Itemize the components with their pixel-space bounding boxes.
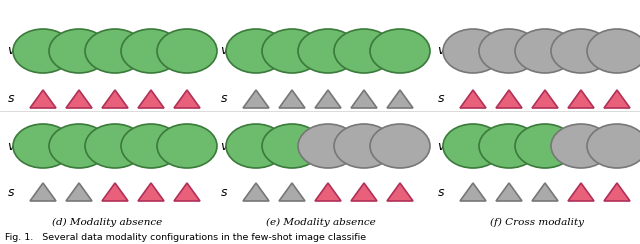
Polygon shape xyxy=(315,90,341,108)
Ellipse shape xyxy=(49,29,109,73)
Text: $v$: $v$ xyxy=(7,44,17,58)
Text: $s$: $s$ xyxy=(7,92,15,105)
Ellipse shape xyxy=(334,124,394,168)
Polygon shape xyxy=(351,183,377,201)
Polygon shape xyxy=(460,183,486,201)
Ellipse shape xyxy=(443,124,503,168)
Polygon shape xyxy=(532,90,558,108)
Polygon shape xyxy=(138,90,164,108)
Text: Fig. 1.   Several data modality configurations in the few-shot image classifie: Fig. 1. Several data modality configurat… xyxy=(5,234,366,243)
Ellipse shape xyxy=(13,29,73,73)
Ellipse shape xyxy=(370,124,430,168)
Ellipse shape xyxy=(49,124,109,168)
Polygon shape xyxy=(604,183,630,201)
Text: $s$: $s$ xyxy=(437,185,445,199)
Text: (b) Single modality: (b) Single modality xyxy=(271,127,371,137)
Ellipse shape xyxy=(262,124,322,168)
Text: (e) Modality absence: (e) Modality absence xyxy=(266,217,376,227)
Text: $s$: $s$ xyxy=(220,92,228,105)
Ellipse shape xyxy=(515,124,575,168)
Ellipse shape xyxy=(334,29,394,73)
Text: $v$: $v$ xyxy=(220,140,230,152)
Ellipse shape xyxy=(85,29,145,73)
Ellipse shape xyxy=(226,124,286,168)
Polygon shape xyxy=(387,183,413,201)
Text: $v$: $v$ xyxy=(437,44,447,58)
Text: $s$: $s$ xyxy=(437,92,445,105)
Ellipse shape xyxy=(370,29,430,73)
Polygon shape xyxy=(174,90,200,108)
Text: (c) Single modality: (c) Single modality xyxy=(488,127,587,137)
Ellipse shape xyxy=(85,124,145,168)
Text: $v$: $v$ xyxy=(7,140,17,152)
Ellipse shape xyxy=(157,29,217,73)
Ellipse shape xyxy=(13,124,73,168)
Polygon shape xyxy=(460,90,486,108)
Polygon shape xyxy=(138,183,164,201)
Polygon shape xyxy=(66,90,92,108)
Ellipse shape xyxy=(551,29,611,73)
Polygon shape xyxy=(351,90,377,108)
Ellipse shape xyxy=(515,29,575,73)
Polygon shape xyxy=(30,183,56,201)
Ellipse shape xyxy=(587,124,640,168)
Ellipse shape xyxy=(587,29,640,73)
Polygon shape xyxy=(102,90,128,108)
Polygon shape xyxy=(496,90,522,108)
Ellipse shape xyxy=(551,124,611,168)
Polygon shape xyxy=(102,183,128,201)
Ellipse shape xyxy=(157,124,217,168)
Ellipse shape xyxy=(479,29,539,73)
Polygon shape xyxy=(315,183,341,201)
Polygon shape xyxy=(496,183,522,201)
Ellipse shape xyxy=(121,29,181,73)
Ellipse shape xyxy=(262,29,322,73)
Polygon shape xyxy=(243,90,269,108)
Polygon shape xyxy=(568,90,594,108)
Polygon shape xyxy=(604,90,630,108)
Polygon shape xyxy=(243,183,269,201)
Ellipse shape xyxy=(121,124,181,168)
Polygon shape xyxy=(174,183,200,201)
Polygon shape xyxy=(532,183,558,201)
Ellipse shape xyxy=(226,29,286,73)
Polygon shape xyxy=(279,90,305,108)
Text: $s$: $s$ xyxy=(220,185,228,199)
Polygon shape xyxy=(568,183,594,201)
Ellipse shape xyxy=(479,124,539,168)
Text: $s$: $s$ xyxy=(7,185,15,199)
Polygon shape xyxy=(279,183,305,201)
Polygon shape xyxy=(387,90,413,108)
Ellipse shape xyxy=(443,29,503,73)
Text: (d) Modality absence: (d) Modality absence xyxy=(52,217,163,227)
Text: $v$: $v$ xyxy=(437,140,447,152)
Polygon shape xyxy=(30,90,56,108)
Ellipse shape xyxy=(298,29,358,73)
Polygon shape xyxy=(66,183,92,201)
Text: $v$: $v$ xyxy=(220,44,230,58)
Ellipse shape xyxy=(298,124,358,168)
Text: (a) Full modality: (a) Full modality xyxy=(64,127,151,137)
Text: (f) Cross modality: (f) Cross modality xyxy=(490,217,584,227)
